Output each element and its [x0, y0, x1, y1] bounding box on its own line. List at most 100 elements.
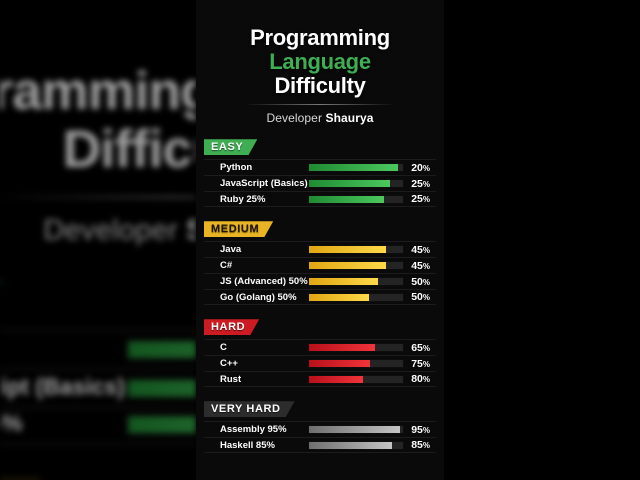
difficulty-bar-fill — [128, 416, 196, 434]
difficulty-bar-track — [125, 337, 196, 360]
difficulty-bar-track — [308, 194, 404, 204]
subtitle-prefix: Developer — [43, 211, 187, 246]
difficulty-bar-fill — [128, 340, 196, 357]
language-row[interactable]: Java 45% — [204, 241, 436, 257]
difficulty-bar-fill — [309, 262, 387, 270]
language-name: C# — [220, 260, 233, 272]
language-row[interactable]: JavaScript (Basics)25% — [204, 175, 436, 191]
percent-unit: % — [422, 343, 430, 353]
page-title-part1: Programming — [250, 25, 390, 50]
difficulty-bar-track — [308, 179, 404, 189]
difficulty-percent-value: 25 — [411, 177, 423, 190]
difficulty-bar-fill — [309, 360, 371, 368]
page-subtitle: Developer Shaurya — [0, 212, 196, 246]
language-name: Ruby 25% — [0, 411, 23, 439]
difficulty-bar-track — [308, 359, 404, 369]
difficulty-percent: 25% — [404, 193, 436, 205]
difficulty-badge: EASY — [0, 280, 3, 319]
language-name: Haskell 85% — [220, 439, 275, 451]
difficulty-percent: 80% — [404, 373, 436, 385]
difficulty-percent-value: 75 — [411, 357, 423, 370]
background-blur-left: Programming Language Difficulty Develope… — [0, 0, 196, 480]
subtitle-prefix: Developer — [266, 111, 326, 126]
language-list: Assembly 95% 95% Haskell 85% 85% — [204, 421, 436, 454]
percent-unit: % — [422, 441, 430, 451]
difficulty-bar-fill — [309, 426, 401, 434]
difficulty-percent-value: 45 — [411, 259, 423, 272]
difficulty-percent: 45% — [404, 244, 436, 256]
language-row[interactable]: Go (Golang) 50% 50% — [204, 289, 436, 306]
difficulty-bar-track — [125, 413, 196, 436]
subtitle-name: Shaurya — [186, 212, 196, 246]
difficulty-bar-track — [308, 425, 404, 435]
difficulty-badge: HARD — [204, 319, 259, 335]
language-row[interactable]: C 65% — [204, 339, 436, 355]
background-blur-right: Programming Language Difficulty Develope… — [444, 0, 640, 480]
header: Programming Language Difficulty Develope… — [0, 0, 196, 246]
language-row[interactable]: Ruby 25%25% — [204, 191, 436, 208]
difficulty-badge: MEDIUM — [0, 478, 42, 480]
language-name: Assembly 95% — [220, 424, 287, 436]
page-subtitle: Developer Shaurya — [204, 111, 436, 125]
difficulty-bar-fill — [309, 195, 385, 203]
difficulty-badge: VERY HARD — [204, 401, 295, 417]
difficulty-percent: 85% — [404, 439, 436, 451]
language-row[interactable]: JS (Advanced) 50% 50% — [204, 273, 436, 289]
language-name: C — [220, 342, 227, 354]
language-name: Rust — [220, 373, 242, 385]
difficulty-bar-fill — [309, 441, 392, 449]
difficulty-percent: 50% — [404, 276, 436, 288]
difficulty-percent-value: 65 — [411, 341, 423, 354]
difficulty-bar-fill — [309, 375, 363, 383]
difficulty-bar-track — [308, 440, 404, 450]
language-row[interactable]: C++ 75% — [204, 355, 436, 371]
page-title: Programming Language Difficulty — [204, 26, 436, 97]
percent-unit: % — [422, 277, 430, 287]
difficulty-bar-track — [308, 277, 404, 287]
percent-unit: % — [422, 245, 430, 255]
content-card: Programming Language Difficulty Develope… — [196, 0, 444, 480]
language-row[interactable]: Haskell 85% 85% — [204, 437, 436, 454]
difficulty-badge: EASY — [204, 139, 257, 155]
language-row[interactable]: Rust 80% — [204, 371, 436, 388]
difficulty-percent: 65% — [404, 342, 436, 354]
difficulty-percent: 95% — [404, 424, 436, 436]
difficulty-bar-fill — [309, 246, 387, 254]
difficulty-percent-value: 25 — [411, 193, 423, 206]
language-name: JavaScript (Basics) — [0, 373, 125, 401]
language-row[interactable]: C# 45% — [204, 257, 436, 273]
difficulty-percent: 75% — [404, 358, 436, 370]
language-list: Python 20% JavaScript (Basics) 25% Ruby 25% 2… — [204, 159, 436, 208]
difficulty-percent-value: 50 — [411, 275, 423, 288]
difficulty-percent: 45% — [404, 260, 436, 272]
difficulty-percent-value: 80 — [411, 373, 423, 386]
percent-unit: % — [422, 293, 430, 303]
difficulty-percent-value: 20 — [411, 161, 423, 174]
background-blur-right-content: Programming Language Difficulty Develope… — [444, 0, 640, 480]
language-row[interactable]: JavaScript (Basics)25% — [0, 366, 196, 406]
language-name: Python — [0, 335, 126, 362]
percent-unit: % — [422, 179, 430, 189]
difficulty-section: VERY HARD Assembly 95% 95% Haskell 85% 85% — [204, 399, 436, 454]
language-name: C++ — [220, 358, 238, 370]
difficulty-bar-fill — [309, 293, 370, 301]
language-row[interactable]: Ruby 25%25% — [0, 405, 196, 445]
difficulty-bar-fill — [309, 278, 378, 286]
difficulty-bar-track — [308, 374, 404, 384]
difficulty-section: HARD C 65% C++ 75% Rust 80% — [204, 317, 436, 388]
difficulty-badge: MEDIUM — [204, 221, 273, 237]
difficulty-bar-track — [308, 163, 404, 173]
language-row[interactable]: Assembly 95% 95% — [204, 421, 436, 437]
language-name: Python — [220, 162, 253, 174]
difficulty-percent: 20% — [404, 162, 436, 174]
percent-unit: % — [422, 163, 430, 173]
percent-unit: % — [422, 261, 430, 271]
header-divider — [0, 194, 196, 198]
language-row[interactable]: Python 20% — [204, 159, 436, 175]
percent-unit: % — [422, 359, 430, 369]
